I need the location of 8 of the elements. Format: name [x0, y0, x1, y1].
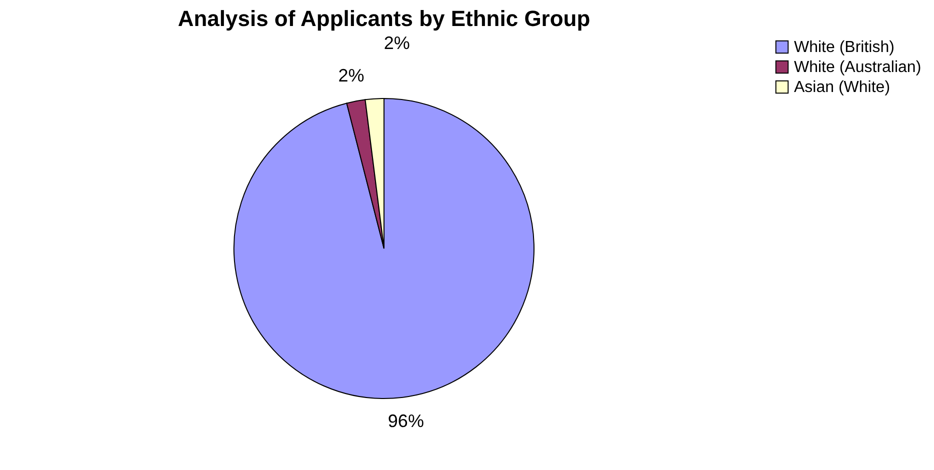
data-label: 96%: [388, 411, 424, 432]
pie-slice: [234, 98, 534, 399]
chart-title: Analysis of Applicants by Ethnic Group: [178, 6, 590, 31]
legend-label: White (British): [794, 39, 894, 56]
legend-label: Asian (White): [794, 79, 890, 96]
data-label: 2%: [384, 32, 410, 53]
legend-label: White (Australian): [794, 59, 922, 76]
data-label: 2%: [338, 66, 364, 86]
